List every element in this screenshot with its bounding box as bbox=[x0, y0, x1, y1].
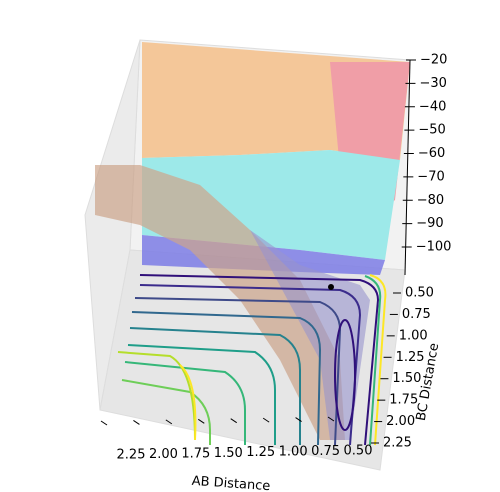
x-tick-label: 1.00 bbox=[279, 445, 308, 460]
y-tick-label: 1.50 bbox=[392, 371, 421, 386]
x-axis-label: AB Distance bbox=[191, 474, 271, 492]
y-tick-label: 1.00 bbox=[399, 328, 428, 343]
x-tick bbox=[295, 417, 302, 422]
x-tick-label: 2.25 bbox=[117, 448, 146, 463]
x-tick bbox=[230, 418, 237, 424]
marker bbox=[328, 284, 334, 290]
x-tick bbox=[262, 417, 270, 423]
z-tick-label: −100 bbox=[416, 240, 452, 255]
axis-lines bbox=[404, 59, 411, 276]
z-tick-label: −40 bbox=[419, 99, 446, 114]
x-tick bbox=[198, 418, 205, 424]
x-tick bbox=[165, 419, 173, 425]
y-tick-label: 2.00 bbox=[386, 414, 415, 429]
x-tick-label: 1.75 bbox=[181, 446, 210, 461]
y-tick-label: 0.50 bbox=[405, 286, 434, 301]
z-tick-label: −30 bbox=[419, 76, 446, 91]
z-tick-label: −90 bbox=[416, 216, 443, 231]
surface bbox=[95, 42, 410, 440]
z-tick-label: −70 bbox=[417, 169, 444, 184]
z-tick-label: −50 bbox=[418, 123, 445, 138]
x-tick-label: 1.25 bbox=[246, 445, 275, 460]
y-tick-label: 2.25 bbox=[383, 436, 412, 451]
y-tick-label: 1.75 bbox=[389, 393, 418, 408]
x-tick bbox=[133, 420, 140, 425]
z-tick-label: −20 bbox=[420, 53, 447, 68]
z-tick-label: −80 bbox=[417, 193, 444, 208]
x-tick bbox=[327, 416, 335, 422]
x-tick-label: 2.00 bbox=[149, 447, 178, 462]
x-tick-label: 1.50 bbox=[214, 446, 243, 461]
x-tick-label: 0.50 bbox=[344, 444, 373, 459]
x-tick bbox=[100, 420, 108, 426]
contours bbox=[117, 274, 387, 446]
x-tick-label: 0.75 bbox=[311, 444, 340, 459]
z-tick-label: −60 bbox=[418, 146, 445, 161]
y-tick-label: 1.25 bbox=[396, 350, 425, 365]
y-tick-label: 0.75 bbox=[402, 307, 431, 322]
